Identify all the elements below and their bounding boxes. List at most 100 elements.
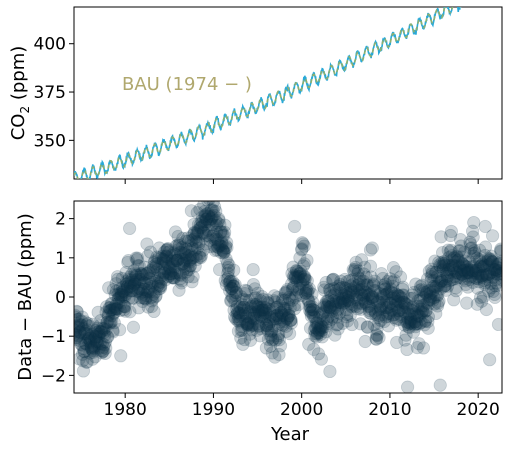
residual-point — [258, 310, 272, 324]
residual-point — [74, 325, 83, 339]
residual-point — [145, 299, 159, 314]
residual-point — [122, 272, 136, 287]
residual-point — [74, 324, 87, 339]
residual-point — [113, 282, 127, 296]
residual-point — [153, 279, 167, 293]
residual-point — [142, 271, 156, 286]
residual-point — [210, 216, 224, 230]
residual-point — [360, 278, 374, 292]
top-y-tick-label: 350 — [34, 131, 66, 151]
residual-point — [252, 304, 266, 318]
residual-outlier-point — [363, 243, 378, 257]
residual-point — [461, 265, 476, 279]
residual-point — [155, 249, 169, 263]
residual-point — [115, 271, 129, 286]
residual-point — [291, 271, 305, 285]
residual-point — [212, 212, 226, 226]
residual-point — [283, 301, 297, 315]
residual-point — [178, 254, 192, 268]
residual-point — [491, 278, 502, 292]
residual-point — [470, 251, 484, 265]
residual-point — [147, 261, 161, 275]
residual-point — [255, 303, 269, 317]
residual-point — [295, 277, 310, 292]
residual-point — [197, 218, 211, 232]
residual-point — [471, 272, 485, 286]
residual-point — [195, 210, 209, 224]
residual-point — [446, 261, 461, 275]
residual-point — [223, 283, 237, 298]
residual-point — [130, 268, 144, 282]
residual-point — [74, 304, 84, 318]
residual-point — [317, 283, 331, 297]
residual-point — [294, 264, 308, 278]
residual-point — [372, 316, 386, 330]
residual-point — [243, 327, 257, 341]
residual-point — [364, 270, 378, 284]
residual-point — [285, 277, 299, 291]
top-y-ticks: 350 375 400 — [34, 35, 74, 151]
residual-point — [193, 218, 207, 232]
residual-point — [201, 223, 215, 237]
residual-point — [152, 251, 166, 265]
residual-point — [328, 305, 342, 319]
residual-point — [74, 327, 82, 341]
residual-point — [344, 285, 358, 299]
residual-point — [398, 297, 413, 311]
residual-point — [107, 303, 121, 317]
residual-point — [350, 302, 365, 316]
residual-point — [425, 285, 440, 299]
residual-point — [452, 244, 466, 258]
residual-point — [492, 257, 502, 272]
residual-point — [314, 352, 328, 366]
residual-point — [272, 327, 286, 341]
residual-point — [451, 253, 466, 267]
residual-point — [481, 252, 496, 266]
residual-point — [235, 323, 249, 337]
residual-point — [88, 329, 102, 343]
residual-point — [325, 273, 339, 287]
residual-point — [198, 209, 212, 224]
residual-point — [350, 284, 364, 298]
residual-point — [327, 281, 341, 296]
residual-point — [466, 263, 481, 278]
residual-point — [339, 303, 353, 317]
residual-point — [255, 305, 269, 319]
residual-point — [273, 311, 287, 325]
residual-point — [470, 271, 484, 285]
residual-point — [488, 279, 502, 293]
residual-point — [99, 305, 113, 319]
residual-point — [203, 215, 217, 229]
residual-point — [257, 306, 271, 321]
residual-point — [165, 258, 179, 272]
residual-point — [119, 275, 133, 289]
residual-point — [426, 283, 441, 297]
residual-point — [456, 265, 470, 279]
residual-point — [263, 310, 277, 324]
residual-point — [160, 243, 174, 257]
residual-point — [154, 251, 168, 266]
residual-point — [485, 265, 499, 279]
residual-point — [165, 248, 179, 263]
residual-point — [211, 236, 225, 250]
residual-point — [332, 293, 346, 307]
residual-point — [384, 285, 398, 299]
residual-point — [366, 277, 381, 291]
residual-point — [92, 329, 106, 343]
residual-point — [186, 270, 200, 284]
residual-point — [397, 305, 411, 319]
residual-point — [375, 308, 390, 322]
residual-point — [121, 255, 135, 270]
residual-point — [348, 290, 362, 304]
residual-point — [110, 302, 124, 316]
residual-point — [155, 256, 169, 270]
residual-point — [253, 308, 267, 322]
residual-point — [265, 323, 279, 338]
residual-point — [240, 317, 255, 331]
residual-point — [428, 254, 442, 268]
residual-point — [388, 291, 402, 306]
residual-point — [76, 353, 90, 368]
residual-point — [444, 263, 458, 277]
residual-point — [343, 295, 357, 309]
residual-point — [188, 259, 202, 273]
